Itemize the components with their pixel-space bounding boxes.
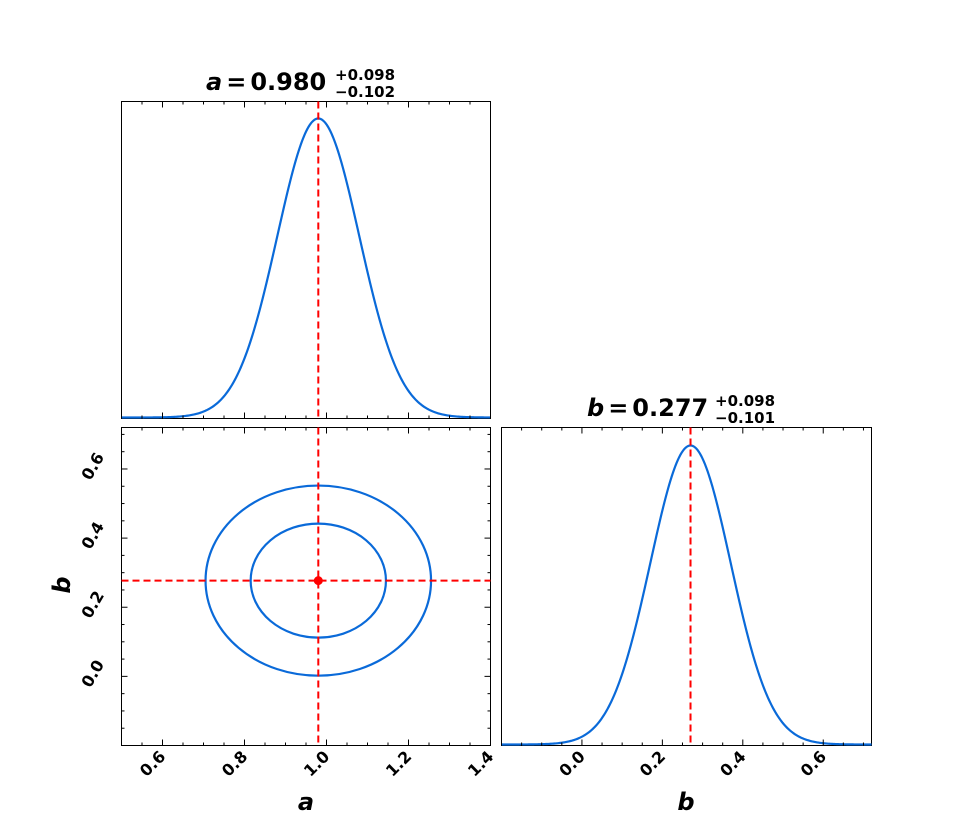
title-b-plus: +0.098: [715, 392, 775, 410]
title-b-param: b: [587, 394, 604, 422]
svg-text:a=0.980: a = 0.980: [206, 68, 326, 96]
marginal-b-xtick-label: 0.2: [636, 747, 669, 780]
marginal-b-xtick-label: 0.6: [797, 747, 830, 780]
marginal-b-curve: [501, 444, 872, 746]
x-axis-label-b: b: [677, 788, 694, 816]
marginal-b-xtick-label: 0.4: [716, 747, 749, 780]
tick-labels: 0.6 0.8 1.0 1.2 1.4 0.0 0.2 0.4 0.6 0.0 0.2 0.4 0.6: [77, 449, 830, 780]
panel-a-marginal: [121, 101, 491, 419]
panel-joint: [121, 427, 491, 746]
panel-b-marginal: [501, 427, 872, 746]
x-axis-label-a: a: [298, 788, 314, 816]
title-a-value: 0.980: [250, 68, 326, 96]
tick-marks: [121, 101, 864, 746]
joint-ytick-label: 0.2: [77, 587, 108, 621]
title-b-minus: −0.101: [715, 409, 775, 427]
panel-b-marginal-frame: [501, 427, 872, 746]
joint-marker-point: [313, 576, 323, 586]
title-a-param: a: [206, 68, 222, 96]
joint-xtick-label: 1.4: [464, 747, 497, 780]
panel-joint-frame: [121, 427, 491, 746]
title-a-plus: +0.098: [335, 66, 395, 84]
joint-ytick-label: 0.6: [77, 449, 108, 483]
joint-ytick-label: 0.4: [77, 518, 108, 552]
joint-xtick-label: 0.6: [136, 747, 169, 780]
y-axis-label-b: b: [48, 576, 76, 593]
joint-xtick-label: 0.8: [218, 747, 251, 780]
title-b-value: 0.277: [632, 394, 708, 422]
title-b: b = 0.277 +0.098 −0.101: [587, 392, 775, 427]
marginal-b-xtick-label: 0.0: [555, 747, 588, 780]
title-a: a = 0.980 +0.098 −0.102: [206, 66, 395, 101]
joint-xtick-label: 1.2: [382, 747, 415, 780]
panel-a-marginal-frame: [121, 101, 491, 419]
joint-ytick-label: 0.0: [77, 657, 108, 691]
joint-xtick-label: 1.0: [300, 747, 333, 780]
svg-text:b=0.277: b = 0.277: [587, 394, 708, 422]
marginal-a-curve: [121, 117, 491, 419]
title-a-minus: −0.102: [335, 83, 395, 101]
